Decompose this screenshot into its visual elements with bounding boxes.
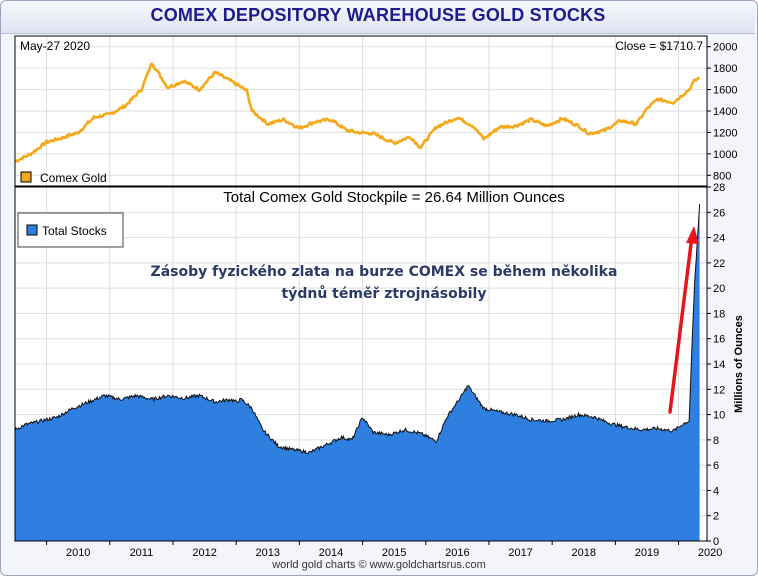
stocks-y-tick-label: 24	[713, 233, 725, 245]
stocks-y-tick-label: 28	[713, 182, 725, 194]
x-tick-label: 2010	[66, 547, 90, 559]
stocks-y-tick-label: 8	[713, 435, 719, 447]
footer-credit: world gold charts © www.goldchartsrus.co…	[272, 559, 486, 571]
trend-arrow	[668, 234, 694, 414]
gold-y-tick-label: 1200	[713, 127, 737, 139]
x-tick-label: 2018	[572, 547, 596, 559]
gold-y-tick-label: 1600	[713, 85, 737, 97]
gold-price-line	[15, 62, 700, 163]
stocks-y-tick-label: 6	[713, 460, 719, 472]
gold-y-tick-label: 1000	[713, 149, 737, 161]
x-tick-label: 2017	[508, 547, 532, 559]
gold-y-axis: 800 1000 1200 1400 1600 1800 2000	[707, 42, 737, 182]
stocks-y-tick-label: 18	[713, 308, 725, 320]
stockpile-title: Total Comex Gold Stockpile = 26.64 Milli…	[223, 189, 564, 206]
trend-arrow-head	[686, 226, 699, 244]
x-tick-label: 2015	[382, 547, 406, 559]
stocks-y-tick-label: 16	[713, 334, 725, 346]
stocks-y-tick-label: 14	[713, 359, 725, 371]
gold-gridlines	[15, 36, 707, 186]
stocks-y-tick-label: 12	[713, 384, 725, 396]
x-tick-label: 2019	[635, 547, 659, 559]
title-bar	[1, 1, 755, 34]
stocks-y-tick-label: 10	[713, 410, 725, 422]
annotation-line-1: Zásoby fyzického zlata na burze COMEX se…	[151, 264, 618, 280]
x-tick-label: 2016	[445, 547, 469, 559]
stocks-y-tick-label: 0	[713, 536, 719, 548]
x-tick-label: 2011	[130, 547, 154, 559]
stocks-area	[15, 204, 700, 541]
gold-y-tick-label: 1400	[713, 106, 737, 118]
stocks-y-tick-label: 4	[713, 485, 719, 497]
close-label: Close = $1710.7	[615, 39, 703, 53]
stocks-y-tick-label: 26	[713, 207, 725, 219]
annotation-line-2: týdnů téměř ztrojnásobily	[282, 285, 487, 302]
stocks-y-tick-label: 20	[713, 283, 725, 295]
chart-title: COMEX DEPOSITORY WAREHOUSE GOLD STOCKS	[150, 5, 606, 25]
stocks-y-axis-title: Millions of Ounces	[733, 315, 745, 413]
x-tick-label: 2012	[192, 547, 216, 559]
stocks-y-tick-label: 22	[713, 258, 725, 270]
stocks-legend-swatch	[26, 224, 38, 236]
x-axis: 2010 2011 2012 2013 2014 2015 2016 2017 2018 2019…	[46, 541, 722, 559]
x-tick-label: 2013	[256, 547, 280, 559]
stocks-y-tick-label: 2	[713, 511, 719, 523]
stocks-legend-label: Total Stocks	[42, 224, 107, 238]
x-tick-label: 2020	[698, 547, 722, 559]
gold-y-tick-label: 800	[713, 170, 731, 182]
gold-legend-label: Comex Gold	[40, 171, 107, 185]
gold-legend-swatch	[20, 171, 32, 183]
gold-y-tick-label: 2000	[713, 42, 737, 54]
x-tick-label: 2014	[319, 547, 343, 559]
stocks-line	[15, 204, 701, 455]
date-label: May-27 2020	[20, 39, 90, 53]
gold-y-tick-label: 1800	[713, 63, 737, 75]
